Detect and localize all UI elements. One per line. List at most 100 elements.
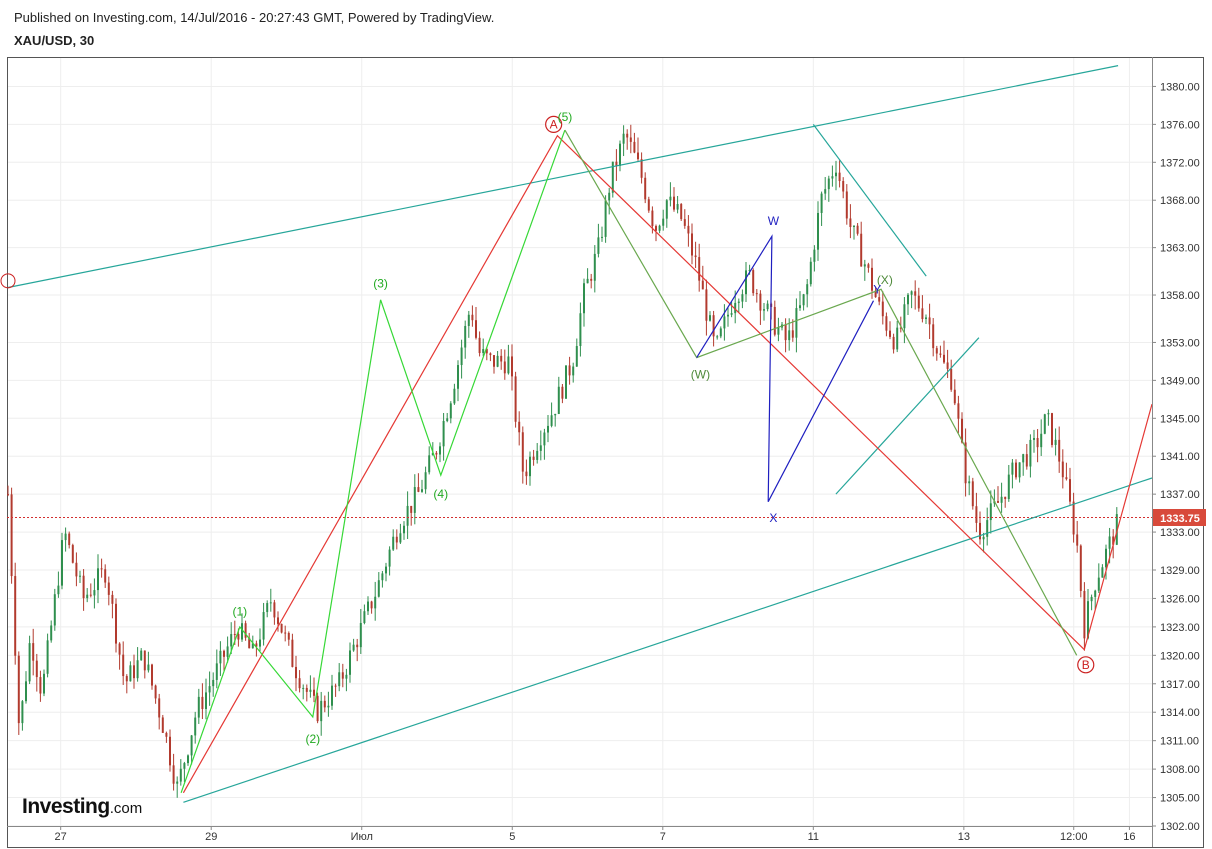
y-tick-label: 1368.00 (1160, 195, 1200, 207)
candle (878, 289, 881, 306)
candle (147, 651, 150, 673)
candle (21, 700, 24, 731)
candle (1054, 428, 1057, 456)
candle (914, 280, 917, 310)
wave-label: (3) (373, 277, 388, 291)
candle (1007, 464, 1010, 502)
candle (777, 317, 780, 342)
candle (683, 209, 686, 229)
candle (899, 316, 902, 333)
wave-label: X (769, 511, 777, 525)
candle (165, 731, 168, 743)
candle (1115, 507, 1118, 546)
candle (212, 672, 215, 697)
candle (809, 257, 812, 287)
candle (453, 383, 456, 405)
candle (320, 691, 323, 736)
candle (115, 598, 117, 653)
channel-upper-line (7, 65, 1119, 289)
candle (673, 187, 675, 212)
candle (860, 221, 863, 267)
candle (629, 124, 632, 154)
candle (932, 318, 935, 357)
investing-logo: Investing.com (22, 795, 142, 819)
candle (853, 225, 855, 240)
candle (1033, 429, 1035, 453)
candle (467, 310, 470, 338)
candle (266, 600, 269, 618)
candle (539, 430, 542, 461)
candle (259, 628, 261, 652)
candle (97, 554, 99, 604)
wave-label: A (550, 117, 558, 131)
wave-label: (2) (305, 732, 320, 746)
candle (536, 443, 539, 464)
wave-label: (X) (877, 273, 893, 287)
candle (248, 632, 251, 649)
candle (557, 376, 560, 415)
candle (359, 608, 362, 654)
candle (1101, 564, 1104, 578)
candle (946, 349, 949, 378)
logo-brand: Investing (22, 795, 110, 818)
candle (615, 149, 618, 181)
candle (93, 578, 96, 609)
candle (104, 564, 107, 588)
candle (464, 320, 467, 359)
candle (979, 511, 981, 545)
candle (529, 451, 531, 486)
time-axis[interactable]: 27 29 Июл 5 7 11 13 12:00 16 (55, 826, 1136, 843)
wave-circle (545, 115, 563, 133)
candle (986, 507, 989, 546)
candle (79, 570, 81, 584)
y-tick-label: 1349.00 (1160, 375, 1200, 387)
channel-lower-line (183, 477, 1153, 803)
candle (183, 761, 186, 783)
candle (993, 489, 996, 507)
candle (349, 642, 351, 683)
candle (565, 365, 567, 400)
candle (43, 669, 45, 697)
candle (766, 300, 769, 312)
candle (446, 412, 449, 423)
candle (35, 653, 38, 692)
candle (925, 314, 927, 325)
channel-extra-line (812, 124, 927, 277)
candle (107, 576, 110, 606)
candle (230, 622, 233, 655)
candle (71, 543, 74, 564)
candle (741, 289, 744, 309)
price-axis[interactable]: 1380.00 1376.00 1372.00 1368.00 1363.00 1358.… (1152, 81, 1200, 833)
candle (676, 195, 679, 214)
candle (277, 611, 279, 632)
candle (46, 633, 49, 678)
candle (791, 319, 794, 342)
y-tick-label: 1380.00 (1160, 81, 1200, 93)
y-tick-label: 1314.00 (1160, 707, 1200, 719)
candle (759, 290, 762, 325)
candle (1040, 419, 1043, 456)
candle (694, 241, 697, 268)
candle (590, 273, 593, 289)
candle (943, 340, 945, 364)
candle (291, 633, 294, 668)
candle (982, 532, 985, 553)
candle (176, 776, 179, 798)
candle (194, 711, 197, 744)
candle (802, 293, 805, 311)
candle (1051, 412, 1053, 448)
candle (197, 688, 200, 724)
candle (950, 359, 953, 392)
candle (611, 161, 614, 198)
candle (1061, 449, 1064, 489)
candle (496, 351, 499, 368)
candle (334, 683, 337, 697)
wave-label: (4) (433, 487, 448, 501)
candle (637, 137, 639, 161)
candle (755, 289, 758, 303)
candle (727, 306, 729, 327)
candle (917, 287, 920, 312)
candle (370, 600, 373, 614)
candle (939, 345, 942, 358)
